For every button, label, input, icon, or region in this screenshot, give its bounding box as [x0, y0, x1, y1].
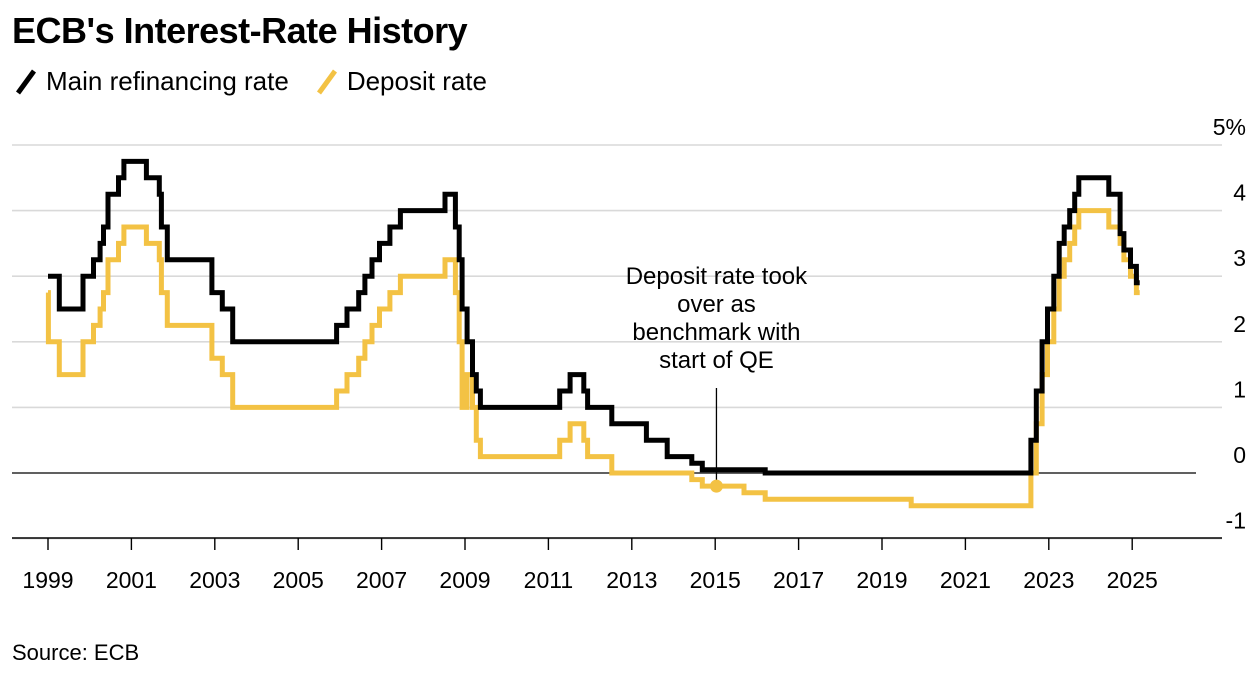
series-line-main-refinancing [48, 158, 1140, 476]
series-line-deposit [45, 208, 1140, 509]
axes: -1 0 1 2 3 4 5% 1999 2001 2003 2005 2007 2009 2011 201… [12, 114, 1246, 593]
legend-label-deposit: Deposit rate [346, 66, 487, 96]
annotation-text: Deposit rate took [626, 263, 808, 290]
x-tick-label: 2023 [1023, 567, 1074, 593]
chart-title: ECB's Interest-Rate History [12, 10, 468, 51]
x-tick-label: 2019 [856, 567, 907, 593]
legend: Main refinancing rate Deposit rate [14, 66, 513, 97]
legend-swatch-deposit [316, 69, 337, 94]
x-tick-label: 2001 [106, 567, 157, 593]
source-note: Source: ECB [12, 640, 140, 665]
y-tick-label: 3 [1233, 245, 1246, 271]
x-tick-label: 2015 [690, 567, 741, 593]
annotation-text: over as [677, 291, 756, 318]
x-tick-label: 2007 [356, 567, 407, 593]
x-tick-label: 2009 [439, 567, 490, 593]
legend-swatch-main [15, 69, 37, 94]
x-tick-label: 2013 [606, 567, 657, 593]
legend-item-deposit: Deposit rate [315, 66, 487, 97]
annotation-text: benchmark with [632, 319, 800, 346]
x-tick-label: 2011 [524, 567, 573, 593]
x-tick-label: 2005 [273, 567, 324, 593]
x-tick-label: 1999 [22, 567, 73, 593]
y-tick-label: 5% [1213, 114, 1246, 140]
y-tick-label: 2 [1233, 311, 1246, 337]
annotation-text: start of QE [659, 347, 774, 374]
x-tick-label: 2017 [773, 567, 824, 593]
x-tick-label: 2003 [189, 567, 240, 593]
y-tick-label: 0 [1233, 442, 1246, 468]
series-lines [45, 158, 1140, 509]
x-tick-label: 2021 [940, 567, 991, 593]
y-tick-label: 1 [1233, 376, 1246, 402]
legend-label-main: Main refinancing rate [46, 66, 289, 96]
y-tick-label: -1 [1226, 508, 1246, 534]
legend-item-main: Main refinancing rate [14, 66, 289, 97]
y-tick-label: 4 [1233, 180, 1246, 206]
x-tick-label: 2025 [1107, 567, 1158, 593]
